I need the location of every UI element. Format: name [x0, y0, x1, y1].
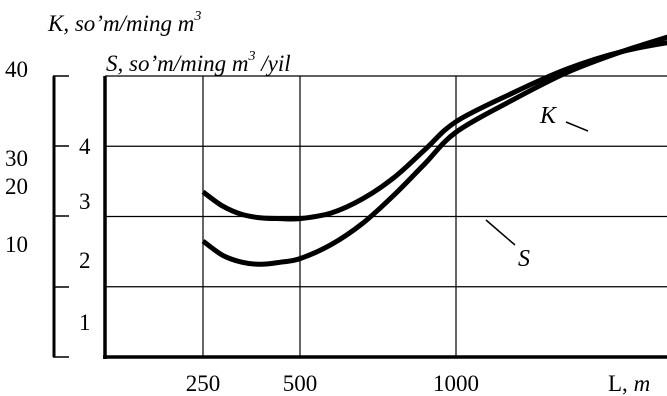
x-tick-label: 1000 — [433, 371, 479, 396]
grid — [105, 76, 667, 357]
y-inner-tick-label: 4 — [79, 134, 91, 159]
series-line-s — [201, 40, 667, 222]
axes — [52, 75, 667, 359]
series-line-k — [201, 34, 667, 267]
y-axis-outer-title: K, so’m/ming m3 — [47, 9, 201, 36]
series-group: KS — [201, 34, 667, 272]
x-axis-unit-label: L, m — [608, 371, 650, 396]
x-tick-label: 250 — [186, 371, 221, 396]
y-inner-tick-label: 1 — [79, 310, 91, 335]
s-label-leader — [485, 219, 516, 246]
y-outer-tick-label: 20 — [5, 174, 28, 199]
y-outer-tick-label: 10 — [5, 232, 28, 257]
series-label-k: K — [539, 103, 558, 129]
y-inner-tick-label: 2 — [79, 248, 91, 273]
x-tick-label: 500 — [283, 371, 318, 396]
y-outer-tick-label: 40 — [5, 57, 28, 82]
series-label-s: S — [518, 246, 530, 272]
y-inner-tick-label: 3 — [79, 189, 91, 214]
y-outer-tick-label: 30 — [5, 146, 28, 171]
k-label-leader — [565, 121, 589, 132]
axis-titles: K, so’m/ming m3 S, so’m/ming m3 /yil L, … — [47, 9, 650, 396]
y-axis-inner-title: S, so’m/ming m3 /yil — [106, 49, 291, 76]
tick-labels: 40 30 20 10 4 3 2 1 250 500 1000 — [5, 57, 479, 396]
